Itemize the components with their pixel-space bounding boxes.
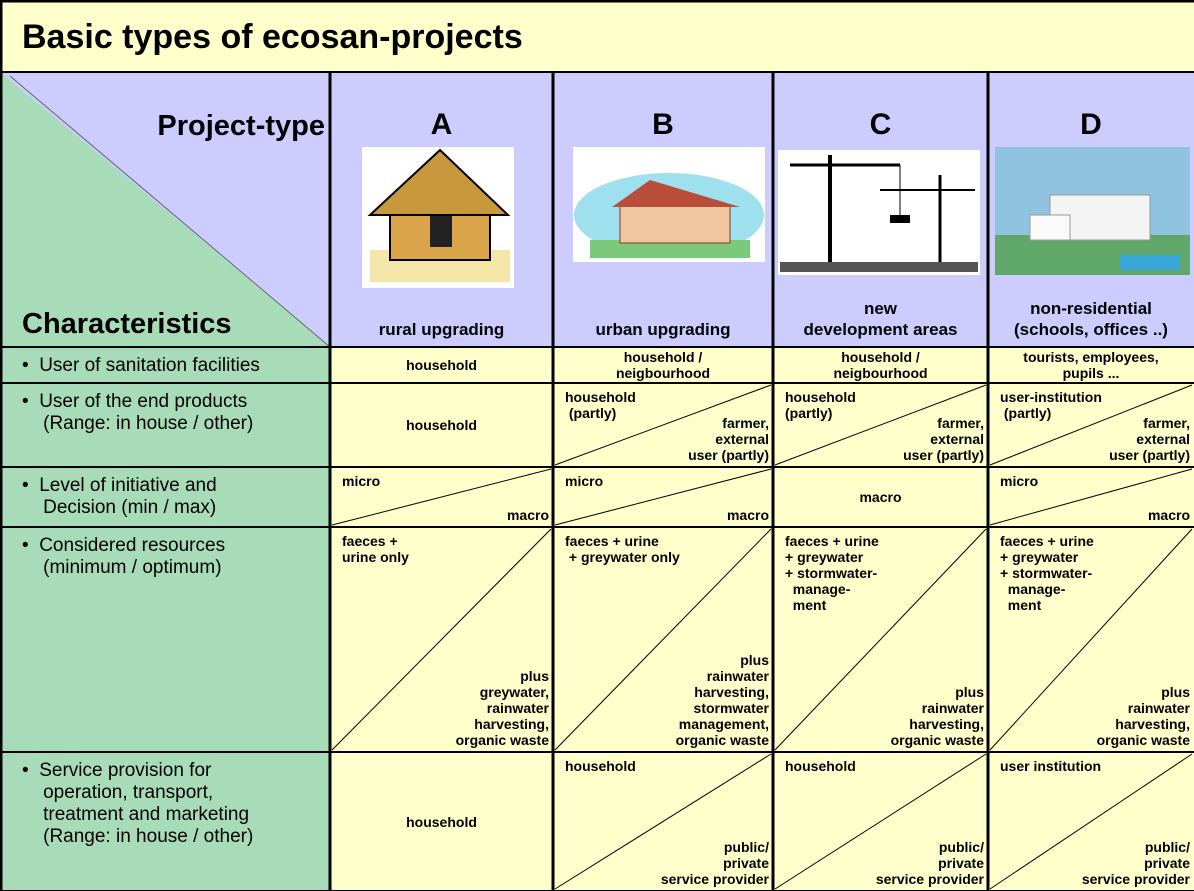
cell-text: macro	[773, 467, 988, 527]
row-label: • Level of initiative and Decision (min …	[22, 475, 217, 519]
column-letter: A	[330, 108, 553, 142]
cell-top: faeces + urine + greywater + stormwater-…	[785, 533, 879, 613]
cell-top: micro	[565, 473, 603, 489]
cell-top: micro	[1000, 473, 1038, 489]
cell-bottom: macro	[507, 507, 549, 523]
cell-text: household	[330, 752, 553, 891]
column-letter: D	[988, 108, 1194, 142]
cell-bottom: farmer, external user (partly)	[903, 415, 984, 463]
cell-bottom: macro	[1148, 507, 1190, 523]
cell-top: household (partly)	[565, 389, 636, 421]
row-label: • Considered resources (minimum / optimu…	[22, 535, 225, 579]
title: Basic types of ecosan-projects	[22, 18, 523, 57]
image-cranes	[778, 150, 980, 275]
row-label: • User of the end products (Range: in ho…	[22, 391, 253, 435]
cell-text: household / neigbourhood	[553, 347, 773, 383]
cell-text: household	[330, 383, 553, 467]
cell-bottom: farmer, external user (partly)	[1109, 415, 1190, 463]
cell-bottom: farmer, external user (partly)	[688, 415, 769, 463]
cell-text: tourists, employees, pupils ...	[988, 347, 1194, 383]
column-label: non-residential (schools, offices ..)	[988, 298, 1194, 340]
corner-bottom: Characteristics	[22, 308, 232, 341]
cell-top: user-institution (partly)	[1000, 389, 1102, 421]
cell-top: faeces + urine + greywater + stormwater-…	[1000, 533, 1094, 613]
cell-bottom: public/ private service provider	[661, 839, 769, 887]
slide: Basic types of ecosan-projects Project-ty…	[0, 0, 1194, 891]
cell-top: micro	[342, 473, 380, 489]
image-houses	[573, 147, 765, 262]
corner-top: Project-type	[157, 110, 325, 143]
cell-bottom: macro	[727, 507, 769, 523]
column-label: urban upgrading	[553, 319, 773, 340]
cell-bottom: public/ private service provider	[876, 839, 984, 887]
row-label: • User of sanitation facilities	[22, 355, 260, 377]
column-label: new development areas	[773, 298, 988, 340]
cell-bottom: plus greywater, rainwater harvesting, or…	[456, 668, 549, 748]
cell-text: household / neigbourhood	[773, 347, 988, 383]
cell-top: user institution	[1000, 758, 1101, 774]
column-label: rural upgrading	[330, 319, 553, 340]
row-label: • Service provision for operation, trans…	[22, 760, 253, 848]
column-letter: C	[773, 108, 988, 142]
cell-top: household	[565, 758, 636, 774]
cell-top: household (partly)	[785, 389, 856, 421]
cell-bottom: plus rainwater harvesting, organic waste	[1097, 684, 1190, 748]
cell-bottom: plus rainwater harvesting, stormwater ma…	[676, 652, 769, 748]
cell-top: household	[785, 758, 856, 774]
column-letter: B	[553, 108, 773, 142]
image-hut	[362, 147, 514, 288]
cell-top: faeces + urine + greywater only	[565, 533, 680, 565]
cell-bottom: plus rainwater harvesting, organic waste	[891, 684, 984, 748]
cell-bottom: public/ private service provider	[1082, 839, 1190, 887]
cell-top: faeces + urine only	[342, 533, 409, 565]
cell-text: household	[330, 347, 553, 383]
image-building	[995, 147, 1190, 275]
